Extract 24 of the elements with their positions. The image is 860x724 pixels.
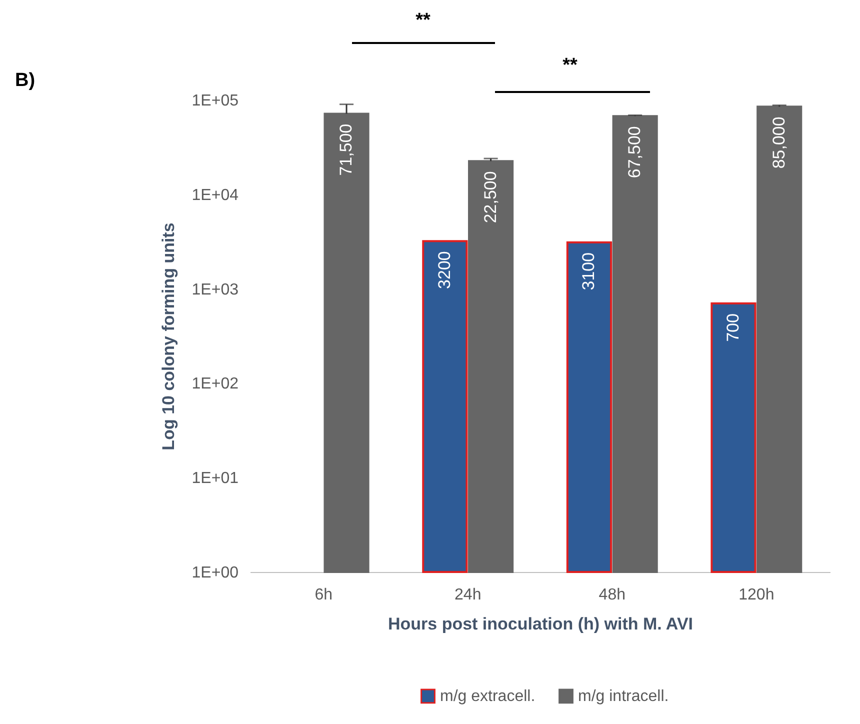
y-tick-label: 1E+01 [192,470,239,488]
x-tick-label: 48h [598,586,626,604]
y-tick-label: 1E+04 [192,186,239,204]
data-label: 700 [723,313,742,342]
x-tick-label: 6h [314,586,332,604]
x-axis-title: Hours post inoculation (h) with M. AVI [388,614,694,634]
y-tick-label: 1E+02 [192,376,239,393]
legend-label: m/g extracell. [440,688,536,706]
legend-label: m/g intracell. [578,688,669,706]
data-label: 22,500 [480,171,500,224]
x-tick-label: 120h [738,586,774,604]
data-label: 85,000 [769,116,788,169]
x-tick-label: 24h [454,586,482,604]
y-tick-label: 1E+05 [192,92,239,110]
text: B) [14,70,36,91]
data-label: 3200 [434,251,454,289]
y-tick-label: 1E+03 [192,281,239,298]
data-label: 71,500 [336,124,356,176]
y-axis-title: Log 10 colony forming units [158,222,178,450]
data-label: 3100 [579,252,598,290]
text: ** [416,10,431,31]
y-tick-label: 1E+00 [192,564,239,582]
data-label: 67,500 [625,126,644,178]
text: ** [562,55,578,76]
